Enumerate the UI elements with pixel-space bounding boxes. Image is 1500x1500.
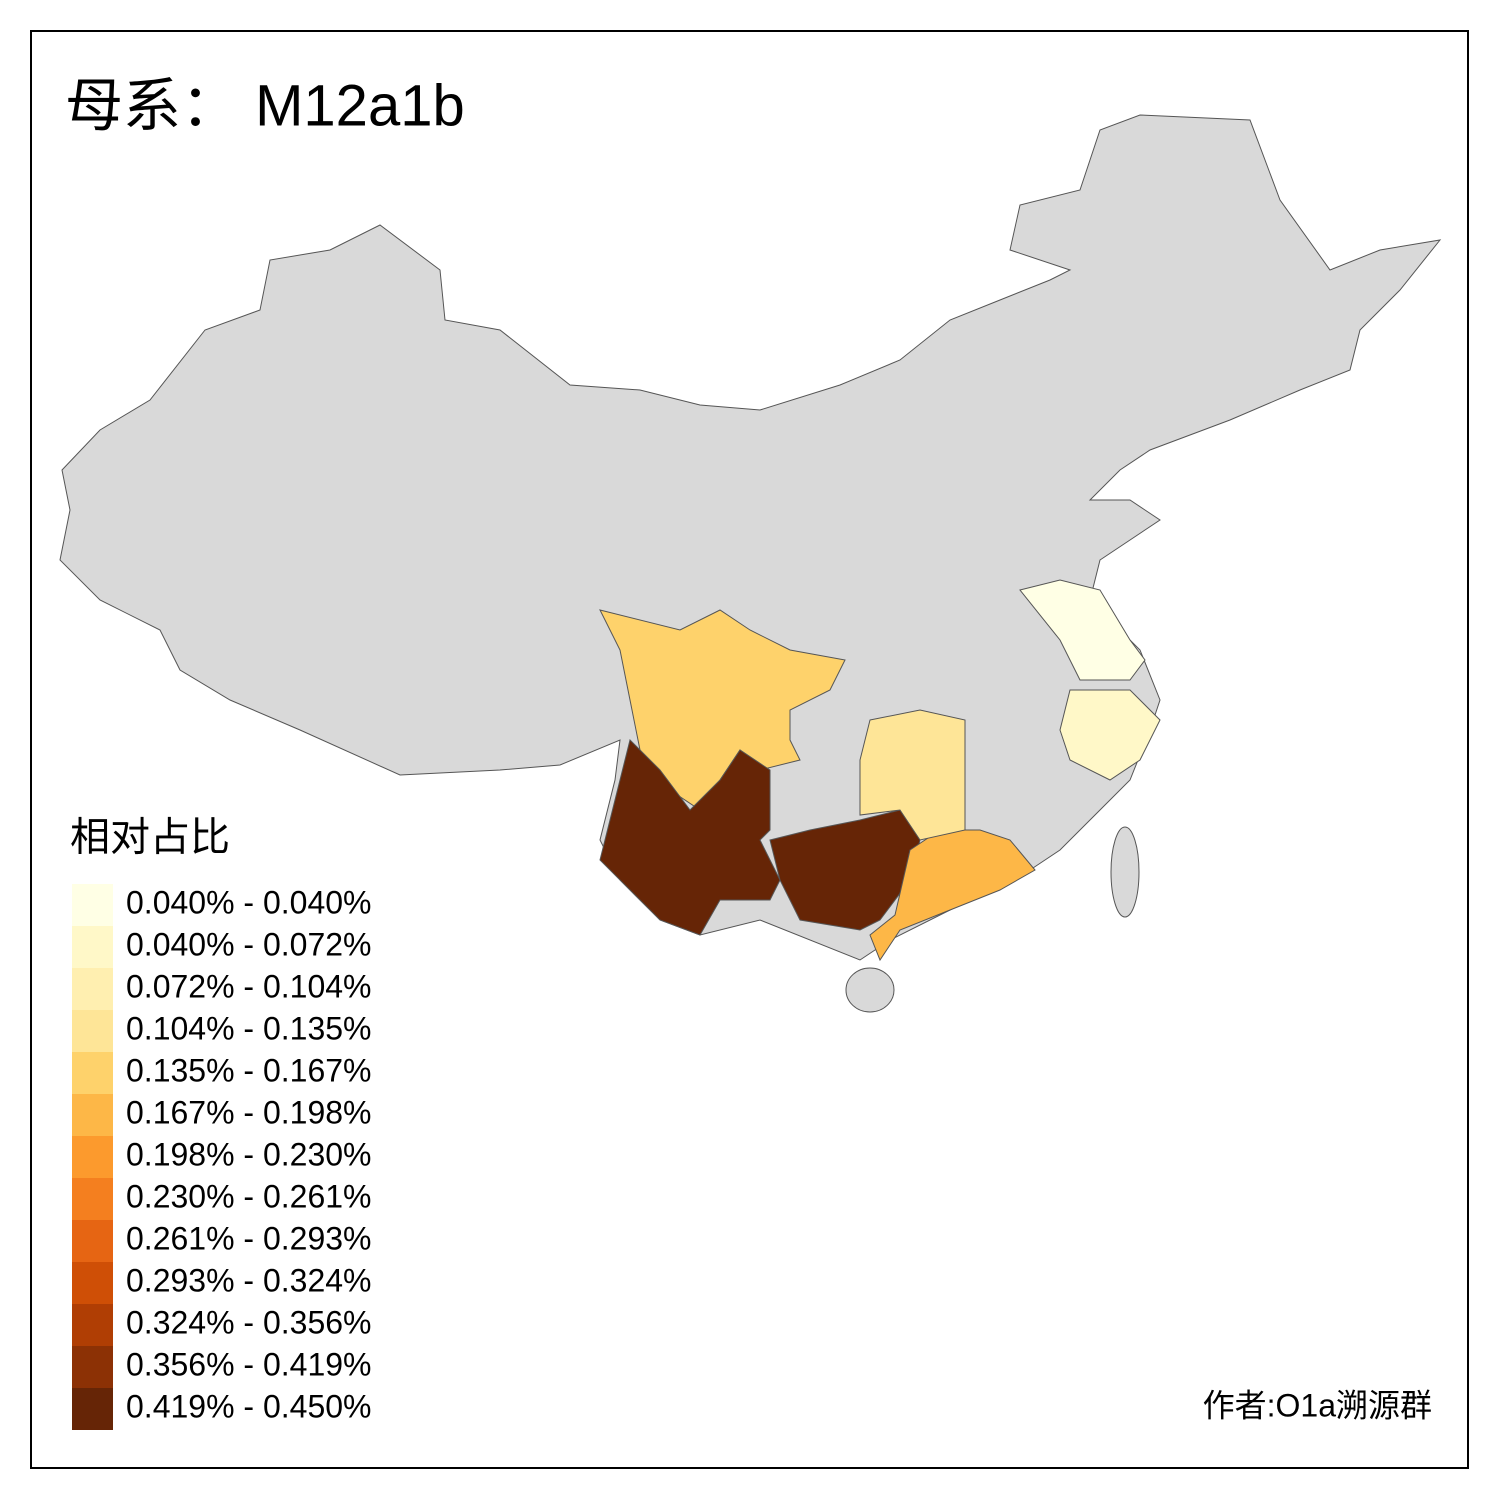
legend-label: 0.167% - 0.198% xyxy=(126,1094,372,1130)
legend-swatch xyxy=(72,1388,113,1430)
legend-label: 0.040% - 0.040% xyxy=(126,884,372,920)
legend-swatch xyxy=(72,1094,113,1136)
legend-label: 0.135% - 0.167% xyxy=(126,1052,372,1088)
legend-label: 0.230% - 0.261% xyxy=(126,1178,372,1214)
province xyxy=(1059,689,1161,781)
title: 母系： M12a1b xyxy=(65,73,465,138)
legend-label: 0.293% - 0.324% xyxy=(126,1262,372,1298)
island xyxy=(1110,826,1140,918)
legend-label: 0.419% - 0.450% xyxy=(126,1388,372,1424)
legend-label: 0.072% - 0.104% xyxy=(126,968,372,1004)
legend-label: 0.104% - 0.135% xyxy=(126,1010,372,1046)
legend-swatch xyxy=(72,1178,113,1220)
author: 作者:O1a溯源群 xyxy=(1203,1387,1432,1423)
legend-swatch xyxy=(72,1010,113,1052)
legend-swatch xyxy=(72,926,113,968)
province xyxy=(1019,579,1146,681)
legend-swatch xyxy=(72,1052,113,1094)
legend-swatch xyxy=(72,1346,113,1388)
legend-swatch xyxy=(72,1262,113,1304)
province xyxy=(869,829,1036,962)
legend-swatch xyxy=(72,968,113,1010)
legend-label: 0.324% - 0.356% xyxy=(126,1304,372,1340)
legend: 0.040% - 0.040% 0.040% - 0.072% 0.072% - 0… xyxy=(72,884,372,1430)
legend-label: 0.198% - 0.230% xyxy=(126,1136,372,1172)
legend-label: 0.261% - 0.293% xyxy=(126,1220,372,1256)
legend-label: 0.356% - 0.419% xyxy=(126,1346,372,1382)
legend-title: 相对占比 xyxy=(70,816,230,860)
legend-swatch xyxy=(72,1304,113,1346)
island xyxy=(845,967,895,1013)
legend-swatch xyxy=(72,1220,113,1262)
legend-swatch xyxy=(72,1136,113,1178)
province xyxy=(859,709,966,841)
legend-swatch xyxy=(72,884,113,926)
legend-label: 0.040% - 0.072% xyxy=(126,926,372,962)
map xyxy=(59,114,1442,1013)
